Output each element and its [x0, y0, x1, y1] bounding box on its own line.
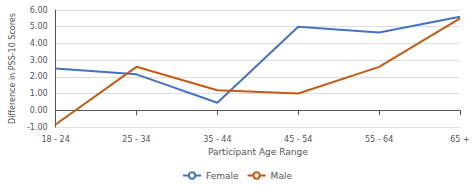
svg-text:-1.00: -1.00 [27, 123, 48, 132]
svg-text:25 - 34: 25 - 34 [122, 135, 150, 144]
svg-text:1.00: 1.00 [30, 89, 48, 98]
svg-text:0.00: 0.00 [30, 106, 48, 115]
svg-text:18 - 24: 18 - 24 [41, 135, 69, 144]
svg-text:Male: Male [271, 171, 293, 181]
svg-text:45 - 54: 45 - 54 [284, 135, 312, 144]
svg-text:Participant Age Range: Participant Age Range [208, 147, 308, 157]
svg-text:65 +: 65 + [450, 135, 469, 144]
svg-text:55 - 64: 55 - 64 [365, 135, 393, 144]
svg-text:3.00: 3.00 [30, 56, 48, 65]
svg-text:5.00: 5.00 [30, 22, 48, 31]
svg-text:Difference in PSS-10 Scores: Difference in PSS-10 Scores [8, 13, 17, 124]
svg-text:Female: Female [206, 171, 239, 181]
svg-text:4.00: 4.00 [30, 39, 48, 48]
svg-text:6.00: 6.00 [30, 6, 48, 15]
svg-text:2.00: 2.00 [30, 72, 48, 81]
svg-text:35 - 44: 35 - 44 [203, 135, 231, 144]
